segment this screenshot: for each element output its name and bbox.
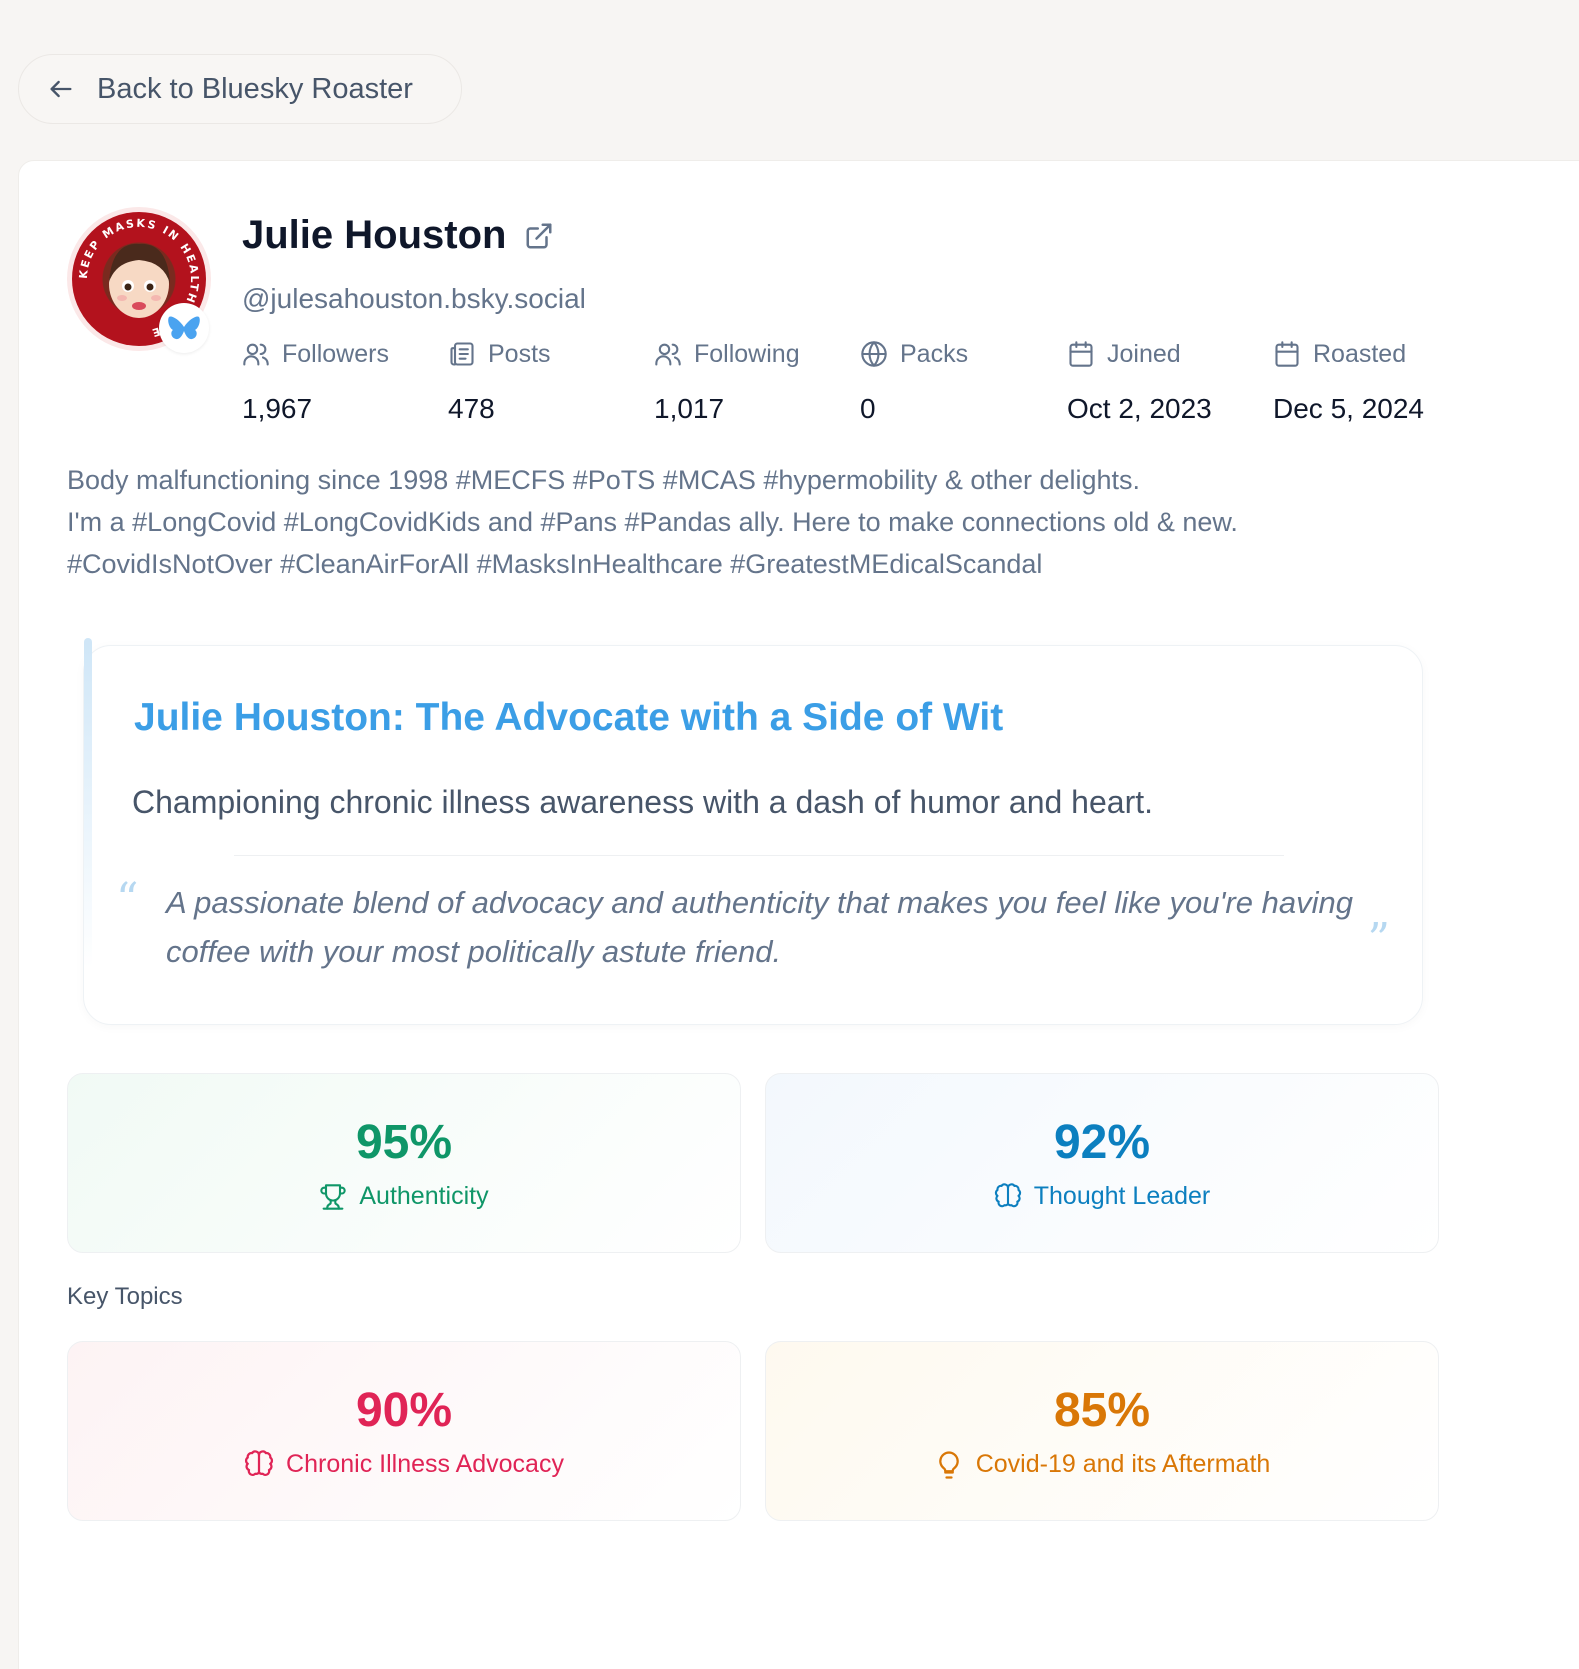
roast-subtitle: Championing chronic illness awareness wi… — [132, 784, 1153, 820]
brain-icon — [245, 1449, 274, 1476]
stat-label: Packs — [900, 339, 969, 368]
stat-packs: Packs 0 — [860, 337, 968, 425]
bio-line: #CovidIsNotOver #CleanAirForAll #MasksIn… — [67, 549, 1043, 579]
metric-value: 95% — [355, 1116, 453, 1169]
users-icon — [243, 343, 269, 366]
stat-joined: Joined Oct 2, 2023 — [1067, 337, 1212, 425]
profile-bio: Body malfunctioning since 1998 #MECFS #P… — [67, 459, 1467, 585]
calendar-icon — [1275, 341, 1299, 367]
trophy-icon — [320, 1183, 347, 1210]
name-row: Julie Houston — [242, 213, 554, 258]
metric-value: 92% — [1053, 1116, 1151, 1169]
stats-row: Followers 1,967 Posts 478 Following 1,01… — [242, 337, 1542, 427]
stat-value: 0 — [860, 393, 876, 424]
globe-icon — [861, 341, 887, 367]
roast-title: Julie Houston: The Advocate with a Side … — [134, 696, 1004, 739]
users-icon — [655, 343, 681, 366]
topic-value: 90% — [355, 1383, 453, 1437]
stat-roasted: Roasted Dec 5, 2024 — [1273, 337, 1424, 425]
bio-line: Body malfunctioning since 1998 #MECFS #P… — [67, 465, 1141, 495]
calendar-icon — [1069, 341, 1093, 367]
bio-line: I'm a #LongCovid #LongCovidKids and #Pan… — [67, 507, 1238, 537]
metric-label: Authenticity — [359, 1182, 489, 1210]
stat-value: 1,017 — [654, 393, 725, 424]
posts-icon — [450, 342, 474, 366]
profile-handle: @julesahouston.bsky.social — [242, 283, 586, 314]
stat-followers: Followers 1,967 — [242, 337, 389, 425]
quote-open-icon: “ — [116, 874, 139, 925]
stat-value: 1,967 — [242, 393, 313, 424]
back-button-label: Back to Bluesky Roaster — [97, 72, 413, 105]
brain-icon — [994, 1182, 1021, 1207]
stat-value: Dec 5, 2024 — [1273, 393, 1424, 424]
quote-close-icon: ” — [1367, 914, 1391, 965]
profile-name: Julie Houston — [242, 213, 507, 257]
metric-thought-leader: 92% Thought Leader — [765, 1073, 1439, 1253]
stat-following: Following 1,017 — [654, 337, 800, 425]
roast-quote: A passionate blend of advocacy and authe… — [166, 885, 1353, 969]
stat-label: Joined — [1107, 339, 1181, 368]
stat-label: Posts — [488, 339, 551, 368]
topic-label: Chronic Illness Advocacy — [286, 1450, 564, 1478]
topic-chronic-illness: 90% Chronic Illness Advocacy — [67, 1341, 741, 1521]
topic-covid: 85% Covid-19 and its Aftermath — [765, 1341, 1439, 1521]
arrow-left-icon — [50, 80, 72, 98]
metric-authenticity: 95% Authenticity — [67, 1073, 741, 1253]
bluesky-badge — [159, 303, 209, 353]
roast-accent-bar — [84, 638, 92, 968]
lightbulb-icon — [938, 1450, 959, 1479]
key-topics-heading: Key Topics — [67, 1283, 183, 1310]
back-button[interactable]: Back to Bluesky Roaster — [18, 54, 462, 124]
topic-value: 85% — [1053, 1383, 1151, 1437]
stat-value: Oct 2, 2023 — [1067, 393, 1212, 424]
stat-label: Followers — [282, 339, 389, 368]
stat-label: Following — [694, 339, 800, 368]
roast-summary-card: Julie Houston: The Advocate with a Side … — [83, 638, 1423, 1025]
butterfly-icon — [168, 316, 200, 340]
metric-label: Thought Leader — [1033, 1182, 1211, 1210]
topic-label: Covid-19 and its Aftermath — [975, 1450, 1271, 1478]
divider — [234, 855, 1284, 856]
external-link-icon[interactable] — [524, 221, 554, 251]
profile-card: KEEP MASKS IN HEALTH CARE Julie Houston … — [18, 160, 1579, 1669]
stat-value: 478 — [448, 393, 495, 424]
stat-posts: Posts 478 — [448, 337, 551, 425]
stat-label: Roasted — [1313, 339, 1407, 368]
